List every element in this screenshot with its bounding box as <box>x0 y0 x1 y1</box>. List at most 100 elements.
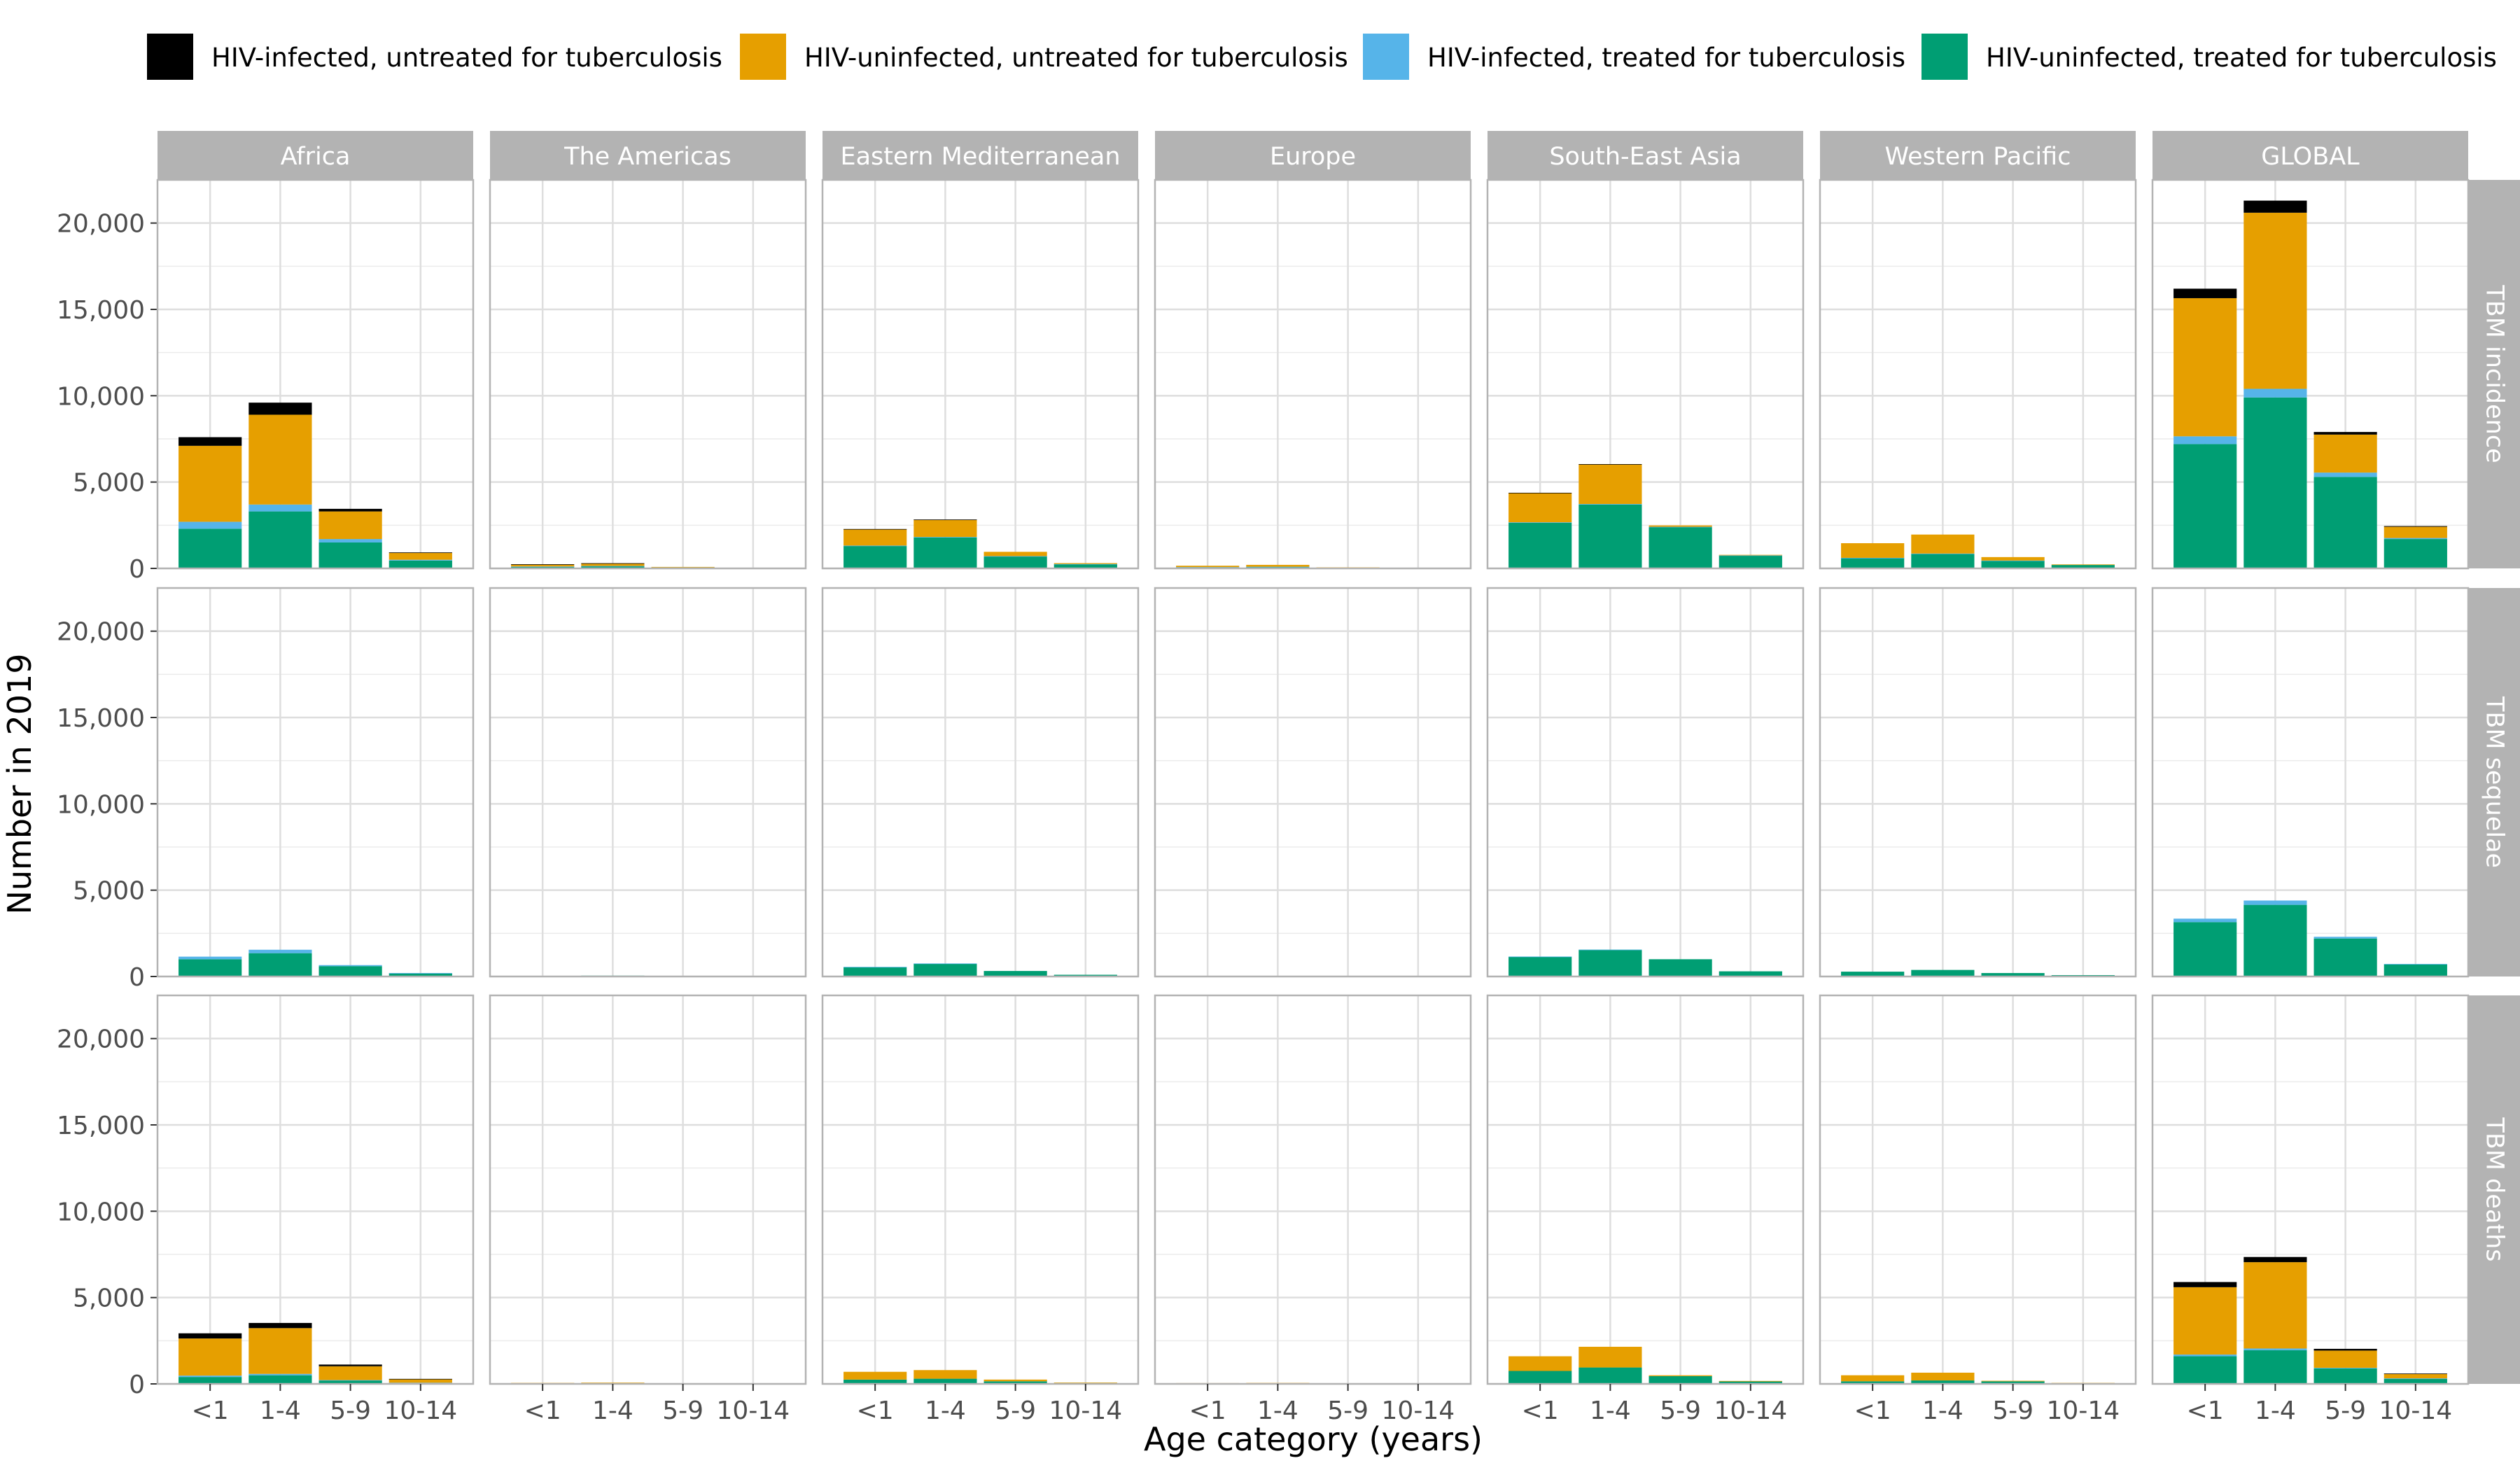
panel-background <box>1820 180 2136 568</box>
bar-tbm-incidence-eastern-mediterranean-5-9-hiv-uninfected-treated-for-tuberculosis <box>983 556 1047 568</box>
bar-tbm-incidence-south-east-asia-5-9-hiv-infected-treated-for-tuberculosis <box>1648 526 1712 528</box>
bar-tbm-deaths-global-1-4-hiv-infected-untreated-for-tuberculosis <box>2244 1256 2307 1263</box>
bar-tbm-deaths-global-10-14-hiv-uninfected-untreated-for-tuberculosis <box>2384 1373 2447 1379</box>
x-tick-label: 1-4 <box>1257 1396 1298 1425</box>
bar-tbm-incidence-global-1-4-hiv-infected-treated-for-tuberculosis <box>2244 388 2307 398</box>
bar-tbm-deaths-south-east-asia-1-4-hiv-uninfected-treated-for-tuberculosis <box>1578 1367 1642 1384</box>
bar-tbm-sequelae-africa-10-14-hiv-uninfected-treated-for-tuberculosis <box>388 973 452 976</box>
bar-tbm-incidence-europe-1-hiv-uninfected-untreated-for-tuberculosis <box>1176 566 1240 568</box>
bar-tbm-incidence-eastern-mediterranean-1-hiv-infected-untreated-for-tuberculosis <box>844 528 907 530</box>
bar-tbm-incidence-south-east-asia-10-14-hiv-infected-treated-for-tuberculosis <box>1718 555 1782 556</box>
bar-tbm-incidence-africa-1-hiv-infected-treated-for-tuberculosis <box>178 522 242 529</box>
strip-label-africa: Africa <box>281 143 351 171</box>
panel-background <box>158 588 473 976</box>
panel-border <box>1486 994 1805 1385</box>
x-tick-label: 10-14 <box>2379 1396 2453 1425</box>
panel-border <box>1819 178 2137 570</box>
x-tick-label: 5-9 <box>1660 1396 1701 1425</box>
panel-background <box>490 180 806 568</box>
bar-tbm-deaths-africa-10-14-hiv-infected-treated-for-tuberculosis <box>388 1382 452 1384</box>
x-tick-label: 10-14 <box>1049 1396 1123 1425</box>
strip-label-europe: Europe <box>1270 143 1356 171</box>
bar-tbm-incidence-europe-1-hiv-infected-treated-for-tuberculosis <box>1176 567 1240 568</box>
bar-tbm-sequelae-global-5-9-hiv-infected-treated-for-tuberculosis <box>2314 937 2377 939</box>
panel-background <box>1155 180 1471 568</box>
legend-swatch-hiv-infected-untreated-for-tuberculosis <box>147 34 193 80</box>
panel-border <box>1154 587 1472 978</box>
legend-label-hiv-uninfected-untreated-for-tuberculosis: HIV-uninfected, untreated for tuberculos… <box>804 43 1348 73</box>
panel-background <box>1488 995 1803 1384</box>
y-tick-label: 0 <box>129 555 145 584</box>
x-tick-label: 10-14 <box>2047 1396 2120 1425</box>
bar-tbm-deaths-africa-5-9-hiv-uninfected-untreated-for-tuberculosis <box>318 1366 382 1380</box>
bar-tbm-incidence-global-1-4-hiv-infected-untreated-for-tuberculosis <box>2244 200 2307 213</box>
strip-label-tbm-deaths: TBM deaths <box>2481 1116 2509 1261</box>
panel-background <box>1155 995 1471 1384</box>
strip-tbm-sequelae <box>2469 588 2520 976</box>
x-tick-label: <1 <box>857 1396 894 1425</box>
bar-tbm-incidence-the-americas-1-4-hiv-infected-treated-for-tuberculosis <box>581 566 645 567</box>
x-tick-label: 10-14 <box>1714 1396 1788 1425</box>
bar-tbm-sequelae-eastern-mediterranean-1-hiv-uninfected-treated-for-tuberculosis <box>844 967 907 976</box>
x-tick-label: 1-4 <box>925 1396 966 1425</box>
bar-tbm-incidence-the-americas-1-hiv-uninfected-untreated-for-tuberculosis <box>511 564 575 567</box>
panel-background <box>1820 995 2136 1384</box>
bar-tbm-sequelae-global-1-hiv-infected-treated-for-tuberculosis <box>2174 918 2237 923</box>
bar-tbm-incidence-western-pacific-1-hiv-uninfected-untreated-for-tuberculosis <box>1841 542 1905 558</box>
bar-tbm-sequelae-global-1-4-hiv-uninfected-treated-for-tuberculosis <box>2244 904 2307 976</box>
bar-tbm-incidence-global-10-14-hiv-infected-untreated-for-tuberculosis <box>2384 526 2447 527</box>
bar-tbm-incidence-western-pacific-5-9-hiv-uninfected-treated-for-tuberculosis <box>1981 560 2045 568</box>
bar-tbm-incidence-eastern-mediterranean-1-4-hiv-infected-treated-for-tuberculosis <box>913 537 977 538</box>
bar-tbm-deaths-western-pacific-1-4-hiv-uninfected-treated-for-tuberculosis <box>1911 1380 1975 1384</box>
panel-background <box>822 180 1138 568</box>
bar-tbm-sequelae-africa-1-hiv-uninfected-treated-for-tuberculosis <box>178 959 242 976</box>
strip-eastern-mediterranean <box>822 131 1138 180</box>
bar-tbm-deaths-south-east-asia-10-14-hiv-uninfected-treated-for-tuberculosis <box>1718 1381 1782 1384</box>
strip-tbm-deaths <box>2469 995 2520 1384</box>
bar-tbm-sequelae-africa-1-4-hiv-uninfected-treated-for-tuberculosis <box>248 953 312 976</box>
bar-tbm-deaths-global-10-14-hiv-infected-treated-for-tuberculosis <box>2384 1378 2447 1379</box>
bar-tbm-sequelae-africa-10-14-hiv-infected-treated-for-tuberculosis <box>388 973 452 974</box>
bar-tbm-incidence-south-east-asia-1-4-hiv-uninfected-untreated-for-tuberculosis <box>1578 464 1642 504</box>
bar-tbm-incidence-europe-1-4-hiv-infected-treated-for-tuberculosis <box>1246 566 1310 568</box>
strip-the-americas <box>490 131 806 180</box>
x-tick-label: 1-4 <box>1590 1396 1631 1425</box>
x-tick-label: 1-4 <box>1922 1396 1963 1425</box>
bar-tbm-incidence-eastern-mediterranean-10-14-hiv-infected-treated-for-tuberculosis <box>1054 564 1117 565</box>
bar-tbm-sequelae-global-1-4-hiv-infected-treated-for-tuberculosis <box>2244 900 2307 905</box>
y-tick-label: 15,000 <box>57 296 145 325</box>
panel-border <box>821 994 1140 1385</box>
panel-border <box>2151 178 2470 570</box>
bar-tbm-incidence-the-americas-1-hiv-infected-untreated-for-tuberculosis <box>511 564 575 565</box>
panel-background <box>1155 588 1471 976</box>
bar-tbm-incidence-south-east-asia-1-hiv-infected-treated-for-tuberculosis <box>1508 522 1572 523</box>
x-tick-label: 5-9 <box>2325 1396 2366 1425</box>
bar-tbm-incidence-africa-10-14-hiv-uninfected-treated-for-tuberculosis <box>388 560 452 568</box>
bar-tbm-incidence-western-pacific-1-hiv-infected-treated-for-tuberculosis <box>1841 557 1905 559</box>
bar-tbm-deaths-eastern-mediterranean-10-14-hiv-uninfected-untreated-for-tuberculosis <box>1054 1382 1117 1383</box>
bar-tbm-incidence-global-5-9-hiv-infected-treated-for-tuberculosis <box>2314 472 2377 477</box>
panel-background <box>822 995 1138 1384</box>
bar-tbm-deaths-western-pacific-1-hiv-uninfected-treated-for-tuberculosis <box>1841 1381 1905 1384</box>
bar-tbm-incidence-south-east-asia-1-hiv-uninfected-untreated-for-tuberculosis <box>1508 493 1572 523</box>
bar-tbm-incidence-eastern-mediterranean-1-hiv-uninfected-treated-for-tuberculosis <box>844 545 907 568</box>
strip-europe <box>1155 131 1471 180</box>
bar-tbm-incidence-the-americas-1-4-hiv-uninfected-treated-for-tuberculosis <box>581 566 645 568</box>
x-tick-label: 5-9 <box>330 1396 371 1425</box>
bar-tbm-sequelae-western-pacific-1-hiv-uninfected-treated-for-tuberculosis <box>1841 972 1905 976</box>
bar-tbm-sequelae-global-10-14-hiv-uninfected-treated-for-tuberculosis <box>2384 964 2447 976</box>
y-tick-label: 10,000 <box>57 790 145 819</box>
bar-tbm-incidence-western-pacific-10-14-hiv-uninfected-untreated-for-tuberculosis <box>2051 564 2115 566</box>
bar-tbm-incidence-western-pacific-1-hiv-uninfected-treated-for-tuberculosis <box>1841 558 1905 568</box>
y-tick-label: 10,000 <box>57 1198 145 1226</box>
strip-label-eastern-mediterranean: Eastern Mediterranean <box>840 143 1120 171</box>
bar-tbm-incidence-africa-10-14-hiv-uninfected-untreated-for-tuberculosis <box>388 552 452 560</box>
panel-border <box>489 587 807 978</box>
x-tick-label: 10-14 <box>1382 1396 1455 1425</box>
strip-label-tbm-incidence: TBM incidence <box>2481 284 2509 463</box>
x-tick-label: 10-14 <box>717 1396 790 1425</box>
panel-border <box>2151 587 2470 978</box>
bar-tbm-deaths-global-1-4-hiv-uninfected-treated-for-tuberculosis <box>2244 1350 2307 1384</box>
bar-tbm-sequelae-global-5-9-hiv-uninfected-treated-for-tuberculosis <box>2314 938 2377 976</box>
